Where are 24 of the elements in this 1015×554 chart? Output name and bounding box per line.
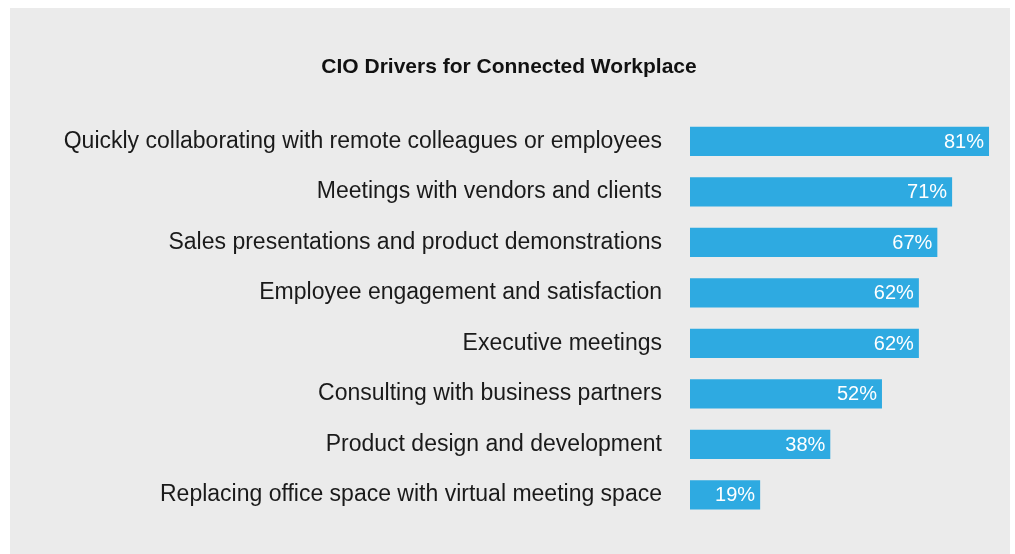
- text: CIO Drivers for Connected Workplace: [321, 54, 697, 78]
- bar: [690, 278, 919, 308]
- data-label: 62%: [873, 331, 915, 354]
- y-tick-label: Meetings with vendors and clients: [316, 177, 662, 204]
- bar: [690, 429, 831, 460]
- data-label: 38%: [785, 432, 826, 455]
- data-label: 62%: [873, 281, 915, 304]
- data-label: 19%: [715, 483, 756, 506]
- bar: [690, 126, 990, 157]
- bar: [690, 328, 919, 359]
- data-label: 81%: [944, 129, 985, 152]
- bar: [690, 227, 938, 258]
- bar: [690, 177, 953, 207]
- data-label: 67%: [892, 230, 933, 253]
- y-tick-label: Employee engagement and satisfaction: [259, 278, 662, 305]
- y-tick-label: Consulting with business partners: [318, 379, 662, 406]
- y-tick-label: Product design and development: [325, 429, 663, 456]
- data-label: 52%: [836, 382, 878, 405]
- y-tick-label: Sales presentations and product demonstrations: [168, 227, 662, 254]
- y-tick-label: Executive meetings: [462, 328, 662, 355]
- bar: [690, 379, 882, 409]
- data-label: 71%: [907, 180, 948, 203]
- y-tick-label: Quickly collaborating with remote colleagues or employees: [63, 126, 662, 153]
- y-tick-label: Replacing office space with virtual meeting space: [159, 480, 662, 507]
